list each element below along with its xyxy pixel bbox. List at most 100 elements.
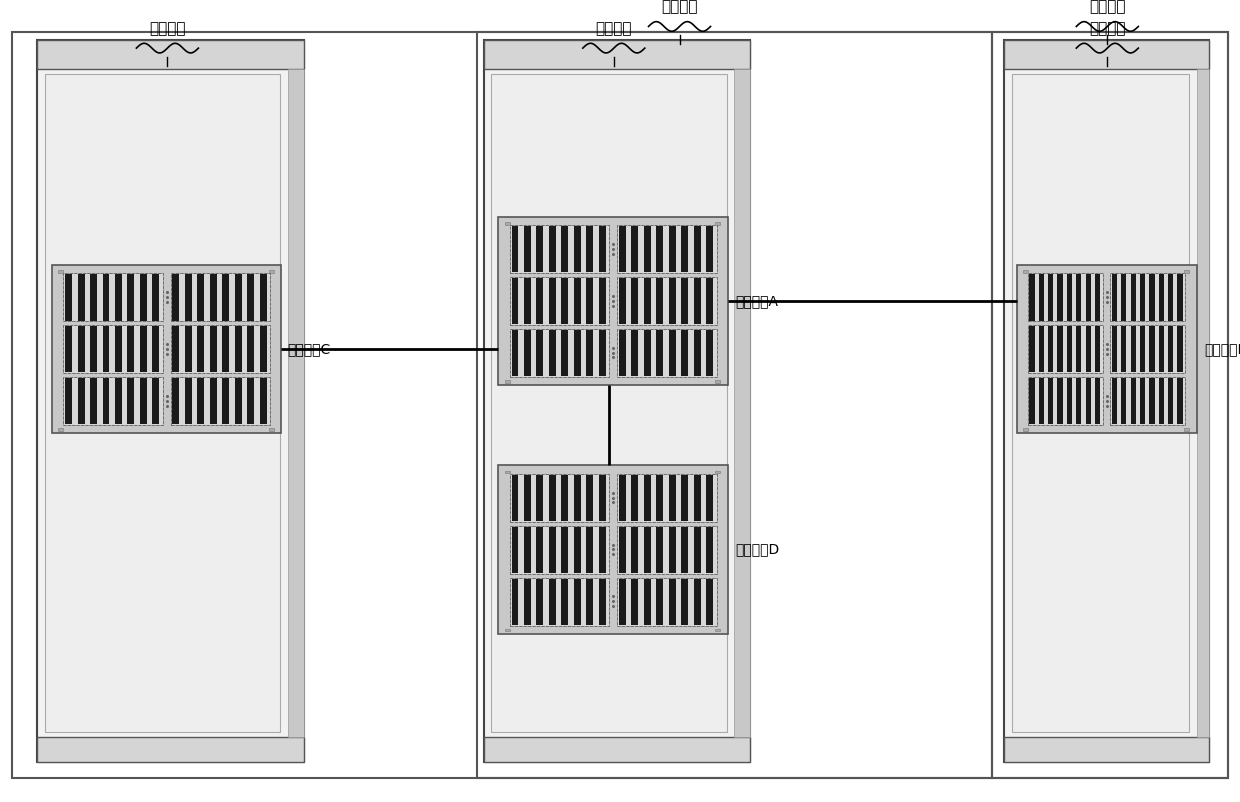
Bar bbox=[1110, 326, 1185, 373]
Bar bbox=[1028, 273, 1104, 322]
Bar bbox=[644, 475, 651, 521]
Bar bbox=[1017, 265, 1197, 433]
Bar bbox=[505, 629, 510, 631]
Bar bbox=[1066, 274, 1073, 321]
Bar bbox=[172, 378, 180, 424]
Bar bbox=[618, 474, 717, 522]
Bar bbox=[1158, 378, 1164, 424]
Text: 第二机架: 第二机架 bbox=[149, 21, 186, 36]
Bar bbox=[185, 326, 192, 372]
Bar bbox=[1004, 40, 1209, 69]
Bar bbox=[234, 274, 242, 321]
Bar bbox=[1028, 273, 1104, 322]
Bar bbox=[63, 273, 164, 322]
Bar bbox=[587, 578, 593, 625]
Bar bbox=[103, 378, 109, 424]
Bar bbox=[599, 226, 606, 273]
Bar bbox=[66, 326, 72, 372]
Bar bbox=[58, 428, 63, 431]
Bar bbox=[1004, 736, 1209, 762]
Bar bbox=[45, 74, 280, 731]
Bar bbox=[1076, 378, 1081, 424]
Bar bbox=[1131, 378, 1136, 424]
Bar bbox=[1168, 326, 1173, 372]
Bar bbox=[587, 278, 593, 324]
Bar bbox=[599, 330, 606, 376]
Bar bbox=[510, 474, 610, 522]
Bar bbox=[259, 274, 267, 321]
Bar bbox=[644, 330, 651, 376]
Bar bbox=[599, 278, 606, 324]
Bar bbox=[512, 475, 518, 521]
Bar bbox=[484, 40, 750, 69]
Text: 第三机架: 第三机架 bbox=[1089, 21, 1126, 36]
Text: 第一机架: 第一机架 bbox=[595, 21, 632, 36]
Bar bbox=[510, 329, 610, 377]
Bar bbox=[1066, 378, 1073, 424]
Bar bbox=[618, 277, 717, 325]
Bar bbox=[537, 475, 543, 521]
Bar bbox=[631, 226, 639, 273]
Bar bbox=[992, 32, 1228, 778]
Bar bbox=[115, 274, 122, 321]
Bar bbox=[63, 377, 164, 425]
Bar bbox=[693, 226, 701, 273]
Bar bbox=[574, 578, 580, 625]
Bar bbox=[512, 278, 518, 324]
Bar bbox=[128, 326, 134, 372]
Bar bbox=[1131, 326, 1136, 372]
Bar bbox=[525, 527, 531, 573]
Bar bbox=[668, 330, 676, 376]
Bar bbox=[537, 278, 543, 324]
Bar bbox=[1029, 274, 1034, 321]
Bar bbox=[549, 578, 556, 625]
Bar bbox=[574, 278, 580, 324]
Bar bbox=[574, 330, 580, 376]
Bar bbox=[171, 326, 270, 373]
Bar bbox=[549, 475, 556, 521]
Bar bbox=[562, 578, 568, 625]
Bar bbox=[197, 378, 205, 424]
Bar bbox=[618, 577, 717, 626]
Bar bbox=[1158, 274, 1164, 321]
Bar bbox=[599, 475, 606, 521]
Bar bbox=[537, 330, 543, 376]
Bar bbox=[1168, 274, 1173, 321]
Bar bbox=[37, 40, 304, 69]
Bar bbox=[259, 378, 267, 424]
Bar bbox=[562, 330, 568, 376]
Bar bbox=[693, 475, 701, 521]
Bar bbox=[693, 527, 701, 573]
Bar bbox=[1178, 274, 1183, 321]
Bar bbox=[618, 526, 717, 573]
Bar bbox=[510, 277, 610, 325]
Bar bbox=[115, 326, 122, 372]
Bar bbox=[115, 378, 122, 424]
Bar bbox=[1110, 326, 1185, 373]
Bar bbox=[37, 40, 304, 762]
Bar bbox=[619, 578, 626, 625]
Bar bbox=[1112, 378, 1117, 424]
Bar bbox=[1112, 326, 1117, 372]
Bar bbox=[706, 330, 713, 376]
Bar bbox=[619, 278, 626, 324]
Bar bbox=[525, 578, 531, 625]
Bar bbox=[498, 465, 728, 634]
Bar bbox=[1158, 326, 1164, 372]
Bar bbox=[644, 578, 651, 625]
Bar bbox=[1140, 274, 1146, 321]
Bar bbox=[1110, 377, 1185, 425]
Bar bbox=[618, 577, 717, 626]
Bar bbox=[734, 69, 750, 736]
Bar bbox=[512, 578, 518, 625]
Bar bbox=[505, 380, 510, 383]
Bar bbox=[562, 226, 568, 273]
Bar bbox=[644, 226, 651, 273]
Bar bbox=[631, 527, 639, 573]
Bar bbox=[1095, 326, 1100, 372]
Bar bbox=[1058, 378, 1063, 424]
Bar bbox=[1039, 326, 1044, 372]
Bar bbox=[52, 265, 281, 433]
Bar bbox=[631, 475, 639, 521]
Bar bbox=[681, 278, 688, 324]
